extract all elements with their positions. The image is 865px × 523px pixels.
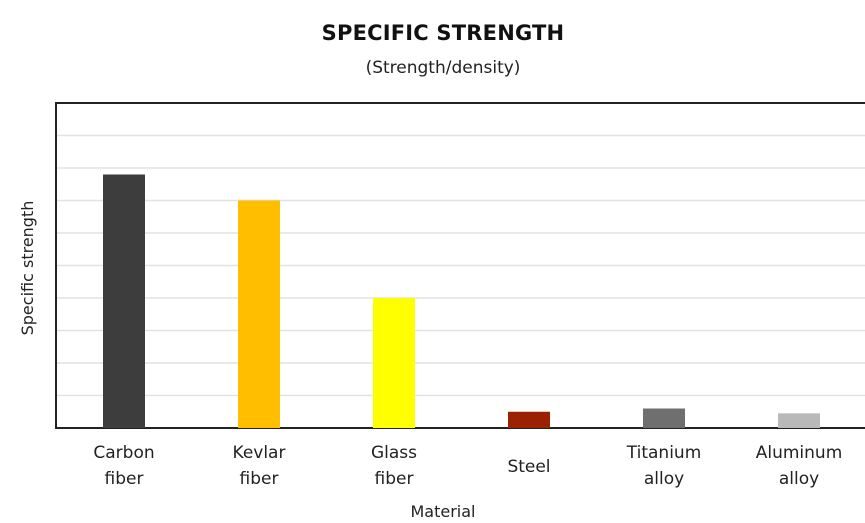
bar [373, 298, 415, 428]
chart-title: SPECIFIC STRENGTH [322, 21, 565, 45]
x-tick-labels: Carbon fiber Kevlar fiber Glass fiber Steel Tit… [93, 443, 842, 489]
bars [103, 174, 820, 428]
plot-area-frame [55, 102, 865, 429]
bar [103, 174, 145, 428]
x-tick-label: Glass fiber [371, 443, 417, 489]
x-tick-label: Steel [507, 457, 550, 477]
bar [508, 411, 550, 428]
bar [643, 408, 685, 428]
bar [238, 200, 280, 428]
y-axis-label: Specific strength [18, 201, 37, 336]
x-tick-label: Kevlar fiber [233, 443, 286, 489]
gridlines [56, 134, 865, 397]
x-tick-label: Titanium alloy [626, 443, 702, 489]
x-axis-label: Material [411, 502, 476, 521]
bar [778, 413, 820, 428]
x-tick-label: Aluminum alloy [756, 443, 843, 489]
chart-subtitle: (Strength/density) [366, 58, 521, 78]
x-tick-label: Carbon fiber [93, 443, 154, 489]
